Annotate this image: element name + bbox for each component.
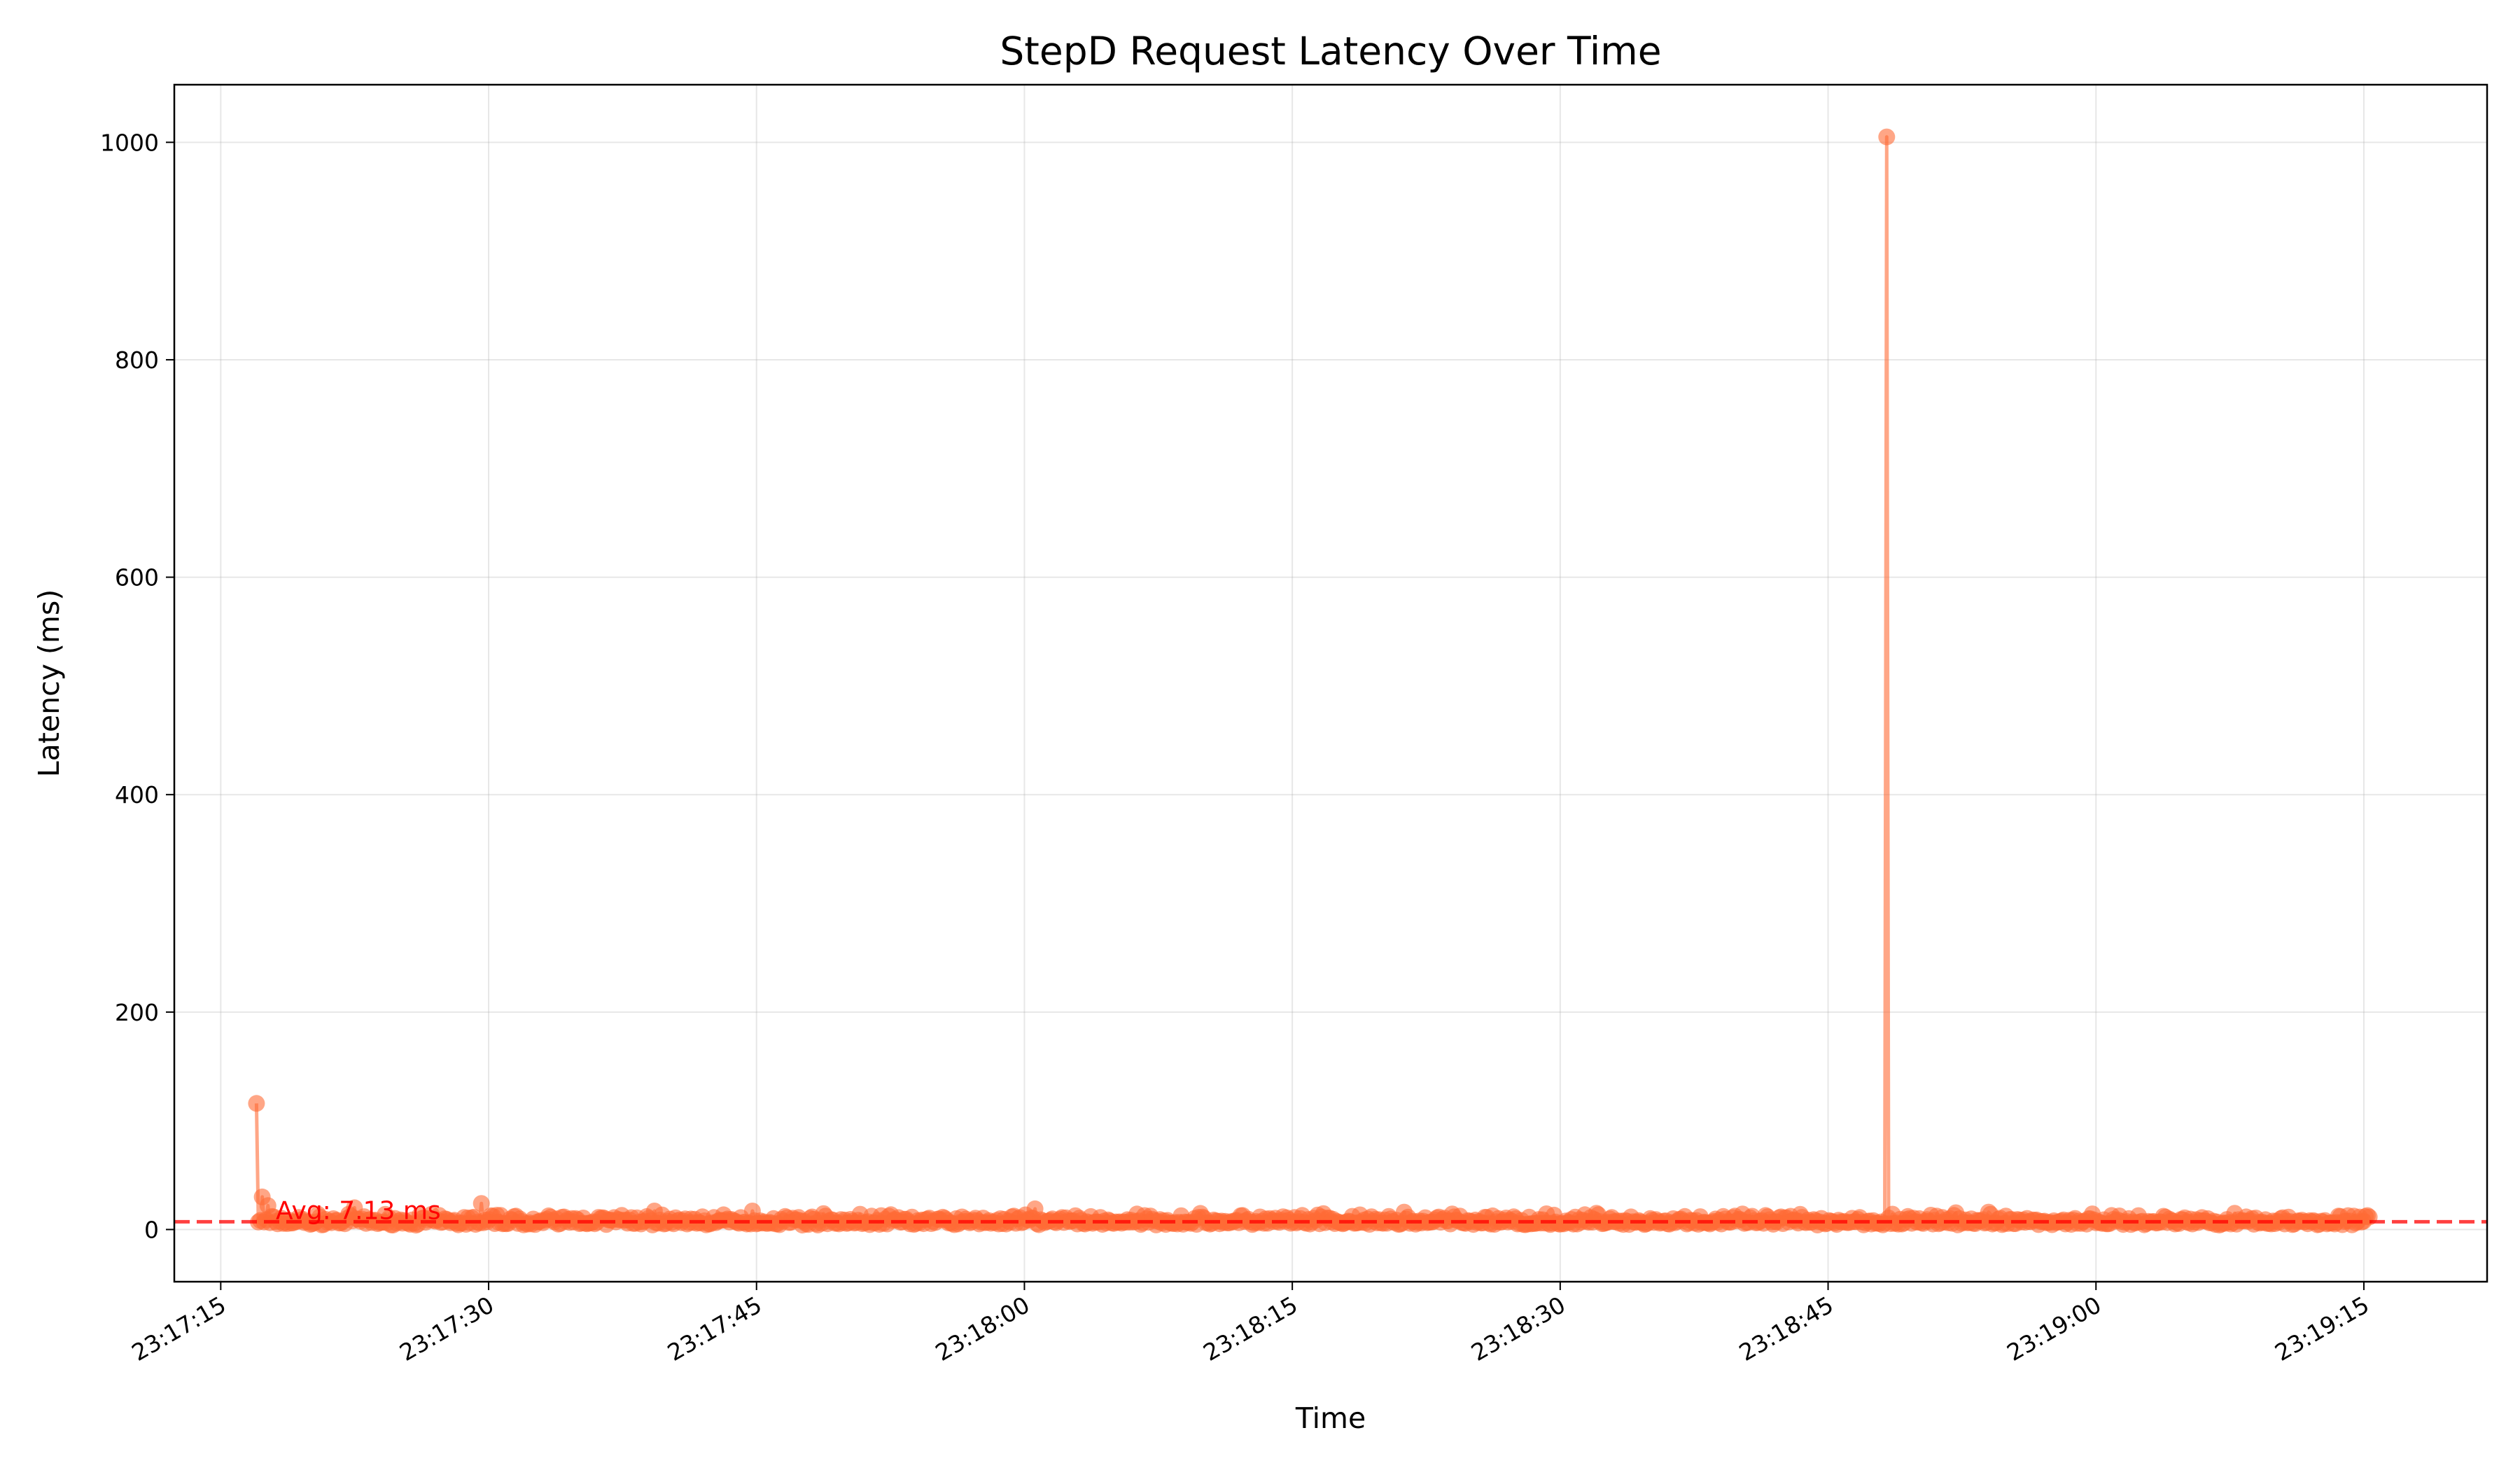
y-axis: 0 200 400 600 800 1000 (100, 129, 174, 1243)
chart-title: StepD Request Latency Over Time (1000, 29, 1661, 74)
data-point (248, 1095, 265, 1112)
series-latency (248, 128, 2378, 1234)
data-point (1878, 128, 1896, 146)
y-tick-label: 600 (115, 564, 159, 592)
y-tick-label: 1000 (100, 129, 159, 156)
plot-frame (173, 83, 2488, 1283)
average-line-group: Avg: 7.13 ms (174, 1196, 2487, 1225)
x-axis-title: Time (1295, 1401, 1366, 1435)
data-point (472, 1195, 490, 1212)
y-tick-label: 0 (144, 1216, 159, 1243)
y-tick-label: 200 (115, 999, 159, 1026)
y-axis-title: Latency (ms) (32, 589, 66, 777)
y-tick-label: 400 (115, 781, 159, 808)
grid (174, 85, 2487, 1282)
y-tick-label: 800 (115, 346, 159, 374)
average-label: Avg: 7.13 ms (276, 1196, 441, 1225)
